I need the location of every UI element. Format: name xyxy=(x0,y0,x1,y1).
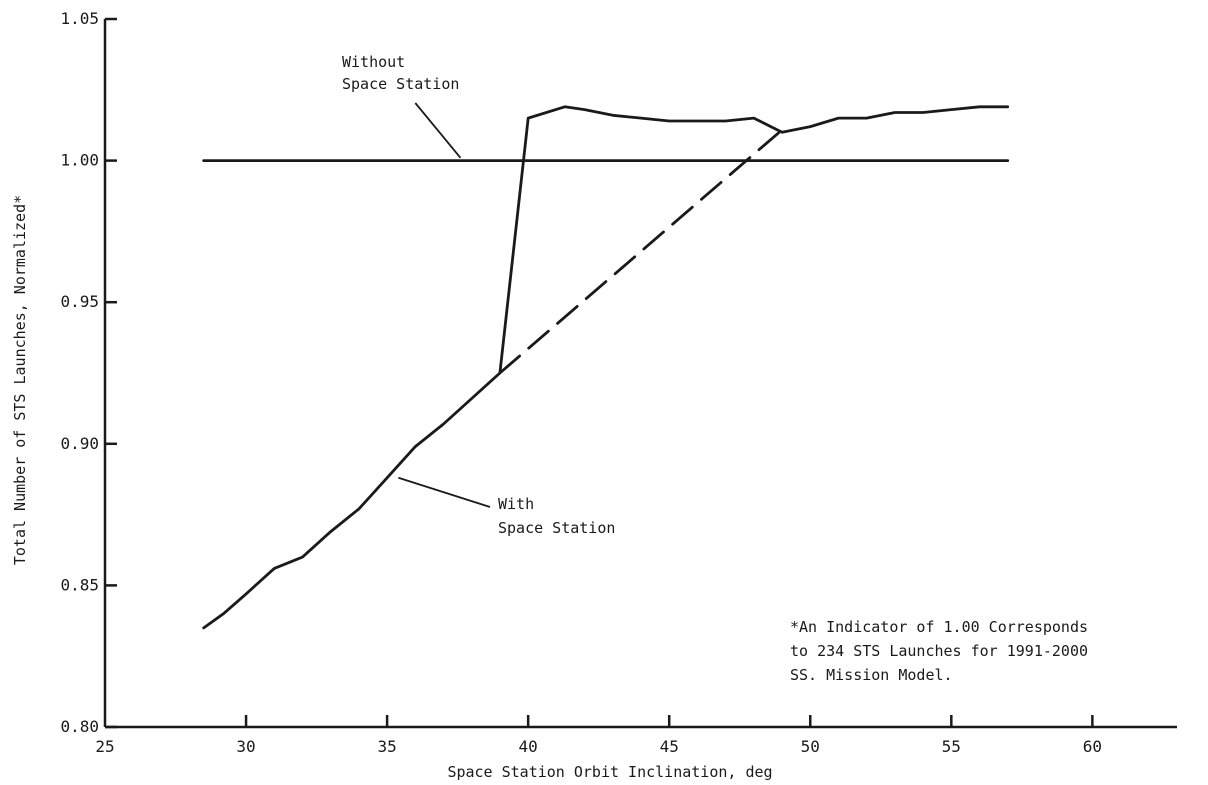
without-leader-line xyxy=(414,102,462,159)
series-line-dashed-extension xyxy=(498,130,781,375)
with-leader-line xyxy=(398,476,491,508)
x-tick-label: 55 xyxy=(942,737,961,756)
y-tick-label: 0.85 xyxy=(60,575,99,594)
x-ticks: 25 30 35 40 45 50 55 60 xyxy=(95,715,1102,756)
y-tick-label: 0.80 xyxy=(60,717,99,736)
series-line-with-space-station xyxy=(202,105,1010,630)
footnote-line3: SS. Mission Model. xyxy=(790,666,953,684)
footnote-line2: to 234 STS Launches for 1991-2000 xyxy=(790,642,1088,660)
x-tick-label: 60 xyxy=(1083,737,1102,756)
axes xyxy=(103,19,1177,729)
y-tick-label: 1.05 xyxy=(60,9,99,28)
without-label-line2: Space Station xyxy=(342,75,459,93)
y-tick-label: 0.95 xyxy=(60,292,99,311)
x-tick-label: 35 xyxy=(377,737,396,756)
y-axis-title: Total Number of STS Launches, Normalized… xyxy=(11,195,29,565)
x-tick-label: 30 xyxy=(236,737,255,756)
without-label-line1: Without xyxy=(342,53,405,71)
y-tick-label: 0.90 xyxy=(60,434,99,453)
y-ticks: 0.80 0.85 0.90 0.95 1.00 1.05 xyxy=(60,9,117,736)
x-tick-label: 45 xyxy=(660,737,679,756)
with-label-line2: Space Station xyxy=(498,519,615,537)
x-tick-label: 50 xyxy=(801,737,820,756)
y-tick-label: 1.00 xyxy=(60,151,99,170)
x-axis-title: Space Station Orbit Inclination, deg xyxy=(447,763,772,781)
footnote-line1: *An Indicator of 1.00 Corresponds xyxy=(790,618,1088,636)
with-label-line1: With xyxy=(498,495,534,513)
x-tick-label: 40 xyxy=(519,737,538,756)
x-tick-label: 25 xyxy=(95,737,114,756)
series-layer xyxy=(202,105,1010,630)
